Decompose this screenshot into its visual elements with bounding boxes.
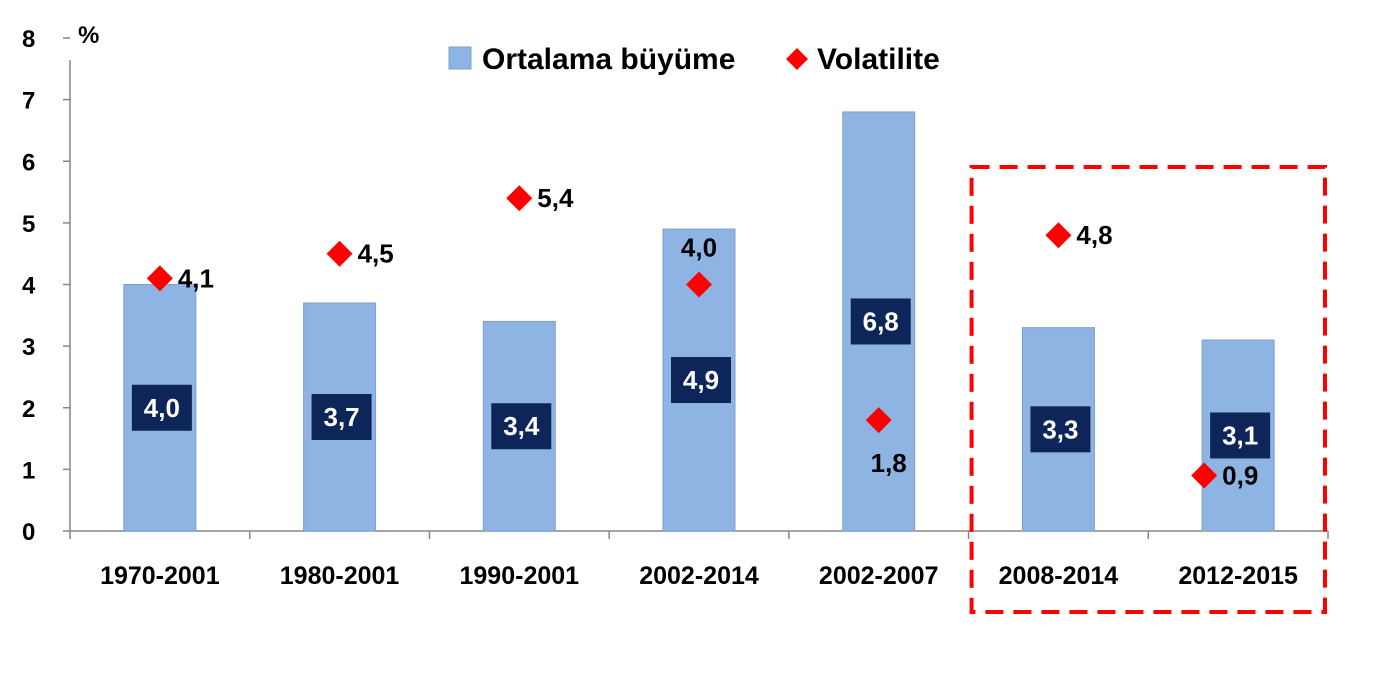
volatility-value-label: 4,5: [358, 239, 394, 269]
y-tick-label: 7: [22, 88, 35, 115]
bar-value-label: 4,9: [683, 365, 719, 395]
legend-volatility-label: Volatilite: [817, 43, 940, 76]
volatility-marker: [1045, 222, 1072, 249]
bar-label-box: [850, 298, 911, 345]
y-tick-label: 8: [22, 26, 35, 53]
legend-diamond-icon: [786, 48, 808, 70]
y-tick-label: 1: [22, 457, 35, 484]
x-tick-label: 2008-2014: [999, 562, 1119, 590]
y-axis: 0 1 2 3 4 5 6 7 8: [22, 26, 71, 546]
legend-bar-swatch: [448, 46, 472, 70]
volatility-value-label: 0,9: [1222, 461, 1258, 491]
bar-value-label: 3,3: [1042, 414, 1078, 444]
bar-label-box: [1210, 412, 1271, 459]
volatility-value-label: 5,4: [537, 183, 574, 213]
volatility-value-label: 4,0: [681, 233, 717, 263]
x-tick-label: 1990-2001: [460, 562, 580, 590]
x-tick-label: 2012-2015: [1178, 562, 1298, 590]
y-unit-label: %: [78, 22, 99, 49]
bar-value-label: 3,4: [503, 411, 540, 441]
x-tick-label: 1980-2001: [280, 562, 400, 590]
volatility-value-label: 1,8: [871, 448, 907, 478]
y-tick-label: 2: [22, 396, 35, 423]
volatility-marker: [865, 407, 892, 434]
x-axis: 1970-2001 1980-2001 1990-2001 2002-2014 2002…: [69, 530, 1329, 590]
bar-label-box: [131, 384, 192, 431]
volatility-marker: [686, 271, 712, 298]
bar-value-label: 3,7: [323, 402, 359, 432]
volatility-markers: 4,1 4,5 5,4 4,0 1,8 4,8 0,9: [146, 183, 1258, 491]
highlight-box: [969, 165, 1327, 614]
x-tick-label: 2002-2007: [819, 562, 939, 590]
volatility-marker: [326, 240, 353, 267]
bar-label-box: [311, 393, 372, 440]
volatility-marker: [146, 265, 173, 292]
y-tick-label: 0: [22, 519, 35, 546]
volatility-value-label: 4,8: [1076, 220, 1112, 250]
volatility-marker: [1191, 462, 1218, 489]
y-tick-label: 4: [22, 273, 36, 300]
x-tick-label: 1970-2001: [100, 562, 220, 590]
y-tick-label: 3: [22, 334, 35, 361]
legend: Ortalama büyüme Volatilite: [448, 43, 940, 76]
bars: 4,0 3,7 3,4 4,9 6,8 3,3 3,1: [123, 111, 1275, 532]
highlight-dashed-rect: [969, 165, 1327, 614]
volatility-value-label: 4,1: [178, 263, 214, 293]
bar-label-box: [671, 357, 731, 404]
x-tick-label: 2002-2014: [639, 562, 759, 590]
y-tick-label: 6: [22, 149, 35, 176]
y-tick-label: 5: [22, 211, 35, 238]
bar-value-label: 3,1: [1222, 420, 1258, 450]
legend-bar-label: Ortalama büyüme: [482, 43, 735, 76]
bar-value-label: 6,8: [863, 306, 899, 336]
volatility-marker: [506, 185, 533, 212]
bar-label-box: [491, 403, 552, 450]
bar-label-box: [1030, 406, 1091, 453]
bar-value-label: 4,0: [144, 393, 180, 423]
